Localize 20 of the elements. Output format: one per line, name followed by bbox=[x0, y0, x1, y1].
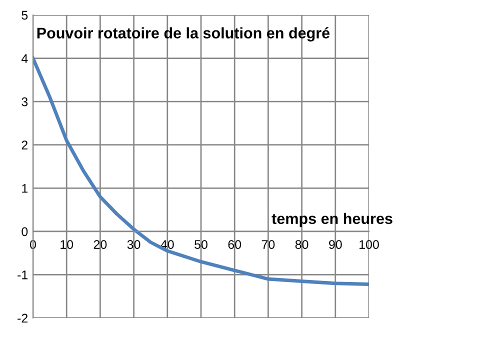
y-tick-label: -1 bbox=[18, 270, 28, 280]
y-axis-title: Pouvoir rotatoire de la solution en degré bbox=[37, 27, 330, 42]
x-tick-label: 60 bbox=[228, 240, 242, 249]
x-tick-label: 100 bbox=[360, 240, 379, 249]
y-tick-label: 1 bbox=[22, 184, 28, 193]
x-tick-label: 30 bbox=[127, 240, 140, 249]
x-tick-label: 80 bbox=[295, 240, 308, 249]
x-tick-label: 70 bbox=[262, 240, 275, 249]
y-tick-label: 0 bbox=[22, 227, 28, 236]
y-tick-label: 4 bbox=[21, 54, 28, 63]
x-tick-label: 90 bbox=[329, 240, 342, 249]
y-tick-label: 5 bbox=[22, 10, 28, 20]
y-tick-label: 3 bbox=[22, 97, 28, 106]
y-tick-label: 2 bbox=[22, 140, 28, 150]
x-tick-label: 40 bbox=[160, 240, 174, 249]
x-tick-label: 50 bbox=[194, 240, 208, 249]
y-tick-label: -2 bbox=[18, 314, 28, 323]
x-tick-label: 20 bbox=[94, 240, 107, 249]
x-tick-label: 10 bbox=[60, 240, 74, 249]
x-axis-title: temps en heures bbox=[272, 212, 392, 228]
